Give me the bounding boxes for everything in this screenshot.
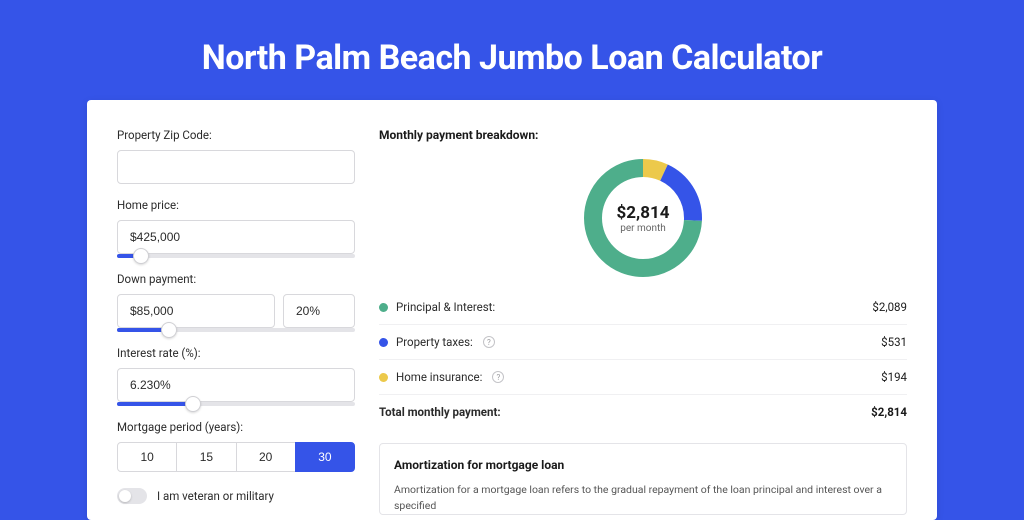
down-payment-field-group: Down payment:: [117, 272, 355, 332]
slider-thumb[interactable]: [161, 322, 177, 338]
info-icon[interactable]: ?: [483, 336, 495, 348]
breakdown-list: Principal & Interest: $2,089 Property taxe…: [379, 290, 907, 429]
breakdown-total-value: $2,814: [871, 405, 907, 419]
breakdown-column: Monthly payment breakdown: $2,814 per mo…: [379, 128, 907, 520]
mortgage-period-option-20[interactable]: 20: [236, 442, 296, 472]
breakdown-row-left: Home insurance:?: [379, 370, 504, 384]
mortgage-period-option-15[interactable]: 15: [176, 442, 236, 472]
down-payment-slider[interactable]: [117, 328, 355, 332]
breakdown-total-label: Total monthly payment:: [379, 405, 501, 419]
down-payment-input[interactable]: [117, 294, 275, 328]
slider-fill: [117, 402, 193, 406]
legend-dot-icon: [379, 338, 388, 347]
breakdown-label: Property taxes:: [396, 335, 473, 349]
home-price-slider[interactable]: [117, 254, 355, 258]
home-price-label: Home price:: [117, 198, 355, 212]
donut-chart-wrap: $2,814 per month: [379, 150, 907, 290]
form-column: Property Zip Code: Home price: Down paym…: [117, 128, 355, 520]
down-payment-inputs: [117, 294, 355, 328]
interest-rate-input[interactable]: [117, 368, 355, 402]
down-payment-label: Down payment:: [117, 272, 355, 286]
breakdown-row-left: Total monthly payment:: [379, 405, 501, 419]
donut-amount: $2,814: [617, 203, 670, 223]
donut-sub: per month: [620, 223, 666, 234]
zip-label: Property Zip Code:: [117, 128, 355, 142]
donut-center: $2,814 per month: [583, 158, 703, 278]
mortgage-period-options: 10152030: [117, 442, 355, 472]
slider-thumb[interactable]: [185, 396, 201, 412]
down-payment-pct-input[interactable]: [283, 294, 355, 328]
mortgage-period-option-10[interactable]: 10: [117, 442, 177, 472]
amortization-box: Amortization for mortgage loan Amortizat…: [379, 443, 907, 515]
breakdown-row-home_insurance: Home insurance:? $194: [379, 359, 907, 394]
breakdown-title: Monthly payment breakdown:: [379, 128, 907, 142]
home-price-field-group: Home price:: [117, 198, 355, 258]
page-title: North Palm Beach Jumbo Loan Calculator: [0, 0, 1024, 100]
breakdown-row-principal_interest: Principal & Interest: $2,089: [379, 290, 907, 324]
breakdown-label: Home insurance:: [396, 370, 482, 384]
breakdown-value: $2,089: [872, 300, 907, 314]
zip-input[interactable]: [117, 150, 355, 184]
interest-rate-field-group: Interest rate (%):: [117, 346, 355, 406]
breakdown-row-left: Principal & Interest:: [379, 300, 495, 314]
calculator-card: Property Zip Code: Home price: Down paym…: [87, 100, 937, 520]
home-price-input[interactable]: [117, 220, 355, 254]
interest-rate-slider[interactable]: [117, 402, 355, 406]
mortgage-period-label: Mortgage period (years):: [117, 420, 355, 434]
breakdown-label: Principal & Interest:: [396, 300, 495, 314]
donut-chart: $2,814 per month: [583, 158, 703, 278]
amortization-title: Amortization for mortgage loan: [394, 458, 892, 472]
interest-rate-label: Interest rate (%):: [117, 346, 355, 360]
breakdown-row-left: Property taxes:?: [379, 335, 495, 349]
breakdown-row-total: Total monthly payment: $2,814: [379, 394, 907, 429]
breakdown-value: $531: [881, 335, 907, 349]
breakdown-row-property_taxes: Property taxes:? $531: [379, 324, 907, 359]
slider-thumb[interactable]: [133, 248, 149, 264]
legend-dot-icon: [379, 373, 388, 382]
amortization-body: Amortization for a mortgage loan refers …: [394, 482, 892, 514]
breakdown-value: $194: [881, 370, 907, 384]
legend-dot-icon: [379, 303, 388, 312]
zip-field-group: Property Zip Code:: [117, 128, 355, 184]
info-icon[interactable]: ?: [492, 371, 504, 383]
veteran-toggle-row: I am veteran or military: [117, 488, 355, 504]
veteran-toggle[interactable]: [117, 488, 147, 504]
mortgage-period-field-group: Mortgage period (years): 10152030: [117, 420, 355, 472]
veteran-toggle-label: I am veteran or military: [157, 489, 274, 503]
mortgage-period-option-30[interactable]: 30: [295, 442, 355, 472]
